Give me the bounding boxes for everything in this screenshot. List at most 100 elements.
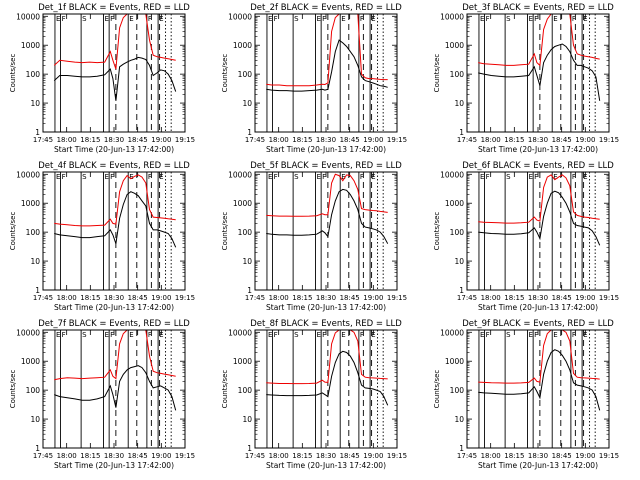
x-tick-label: 19:15 [175, 294, 195, 302]
event-marker-label: F [274, 173, 278, 181]
x-tick-label: 19:00 [151, 452, 171, 460]
event-marker-label: E [105, 331, 109, 339]
event-marker-label: S [506, 331, 511, 339]
event-marker-label: E [480, 173, 484, 181]
event-marker-label: E [159, 15, 163, 23]
events-series-line [478, 349, 601, 411]
y-tick-label: 1 [35, 128, 40, 137]
x-tick-label: 19:15 [599, 136, 619, 144]
y-tick-label: 100 [450, 70, 465, 79]
x-tick-label: 17:45 [245, 136, 265, 144]
x-tick-label: 17:45 [457, 452, 477, 460]
plot-frame [254, 13, 398, 133]
x-tick-label: 18:00 [269, 136, 289, 144]
y-tick-label: 10 [242, 99, 252, 108]
y-axis-label: Counts/sec [433, 370, 441, 409]
x-tick-label: 18:00 [269, 452, 289, 460]
y-tick-label: 1000 [233, 357, 252, 366]
event-marker-label: E [268, 15, 272, 23]
event-marker-label: F [572, 15, 576, 23]
event-marker-label: E [371, 15, 375, 23]
event-marker-label: F [360, 173, 364, 181]
plot-frame [42, 329, 186, 449]
y-tick-label: 1 [247, 444, 252, 453]
panel-title: Det_6f BLACK = Events, RED = LLD [462, 161, 614, 171]
detector-panel: Det_6f BLACK = Events, RED = LLD Counts/s… [433, 161, 619, 312]
y-tick-label: 1 [35, 444, 40, 453]
panel-title: Det_7f BLACK = Events, RED = LLD [38, 319, 190, 329]
event-marker-label: E [129, 173, 133, 181]
x-tick-label: 19:00 [575, 452, 595, 460]
x-tick-label: 18:00 [57, 136, 77, 144]
events-series-line [54, 365, 177, 411]
event-marker-label: F [62, 15, 66, 23]
x-tick-label: 18:00 [57, 452, 77, 460]
x-tick-label: 18:00 [269, 294, 289, 302]
event-marker-label: E [341, 15, 345, 23]
x-axis-label: Start Time (20-Jun-13 17:42:00) [266, 145, 386, 154]
y-tick-label: 10000 [16, 170, 40, 179]
x-tick-label: 18:30 [104, 136, 124, 144]
y-axis-label: Counts/sec [221, 370, 229, 409]
plot-frame [42, 171, 186, 291]
panel-title: Det_1f BLACK = Events, RED = LLD [38, 3, 190, 13]
event-marker-label: E [317, 331, 321, 339]
event-marker-label: F [360, 331, 364, 339]
event-marker-label: S [294, 173, 299, 181]
event-marker-label: F [110, 15, 114, 23]
y-tick-label: 1000 [445, 199, 464, 208]
x-axis-label: Start Time (20-Jun-13 17:42:00) [266, 303, 386, 312]
y-tick-label: 10000 [440, 170, 464, 179]
event-marker-label: E [317, 15, 321, 23]
y-tick-label: 10000 [228, 170, 252, 179]
panel-title: Det_3f BLACK = Events, RED = LLD [462, 3, 614, 13]
detector-panel: Det_4f BLACK = Events, RED = LLD Counts/s… [9, 161, 195, 312]
x-tick-label: 19:00 [363, 136, 383, 144]
event-marker-label: E [268, 331, 272, 339]
x-tick-label: 18:30 [528, 452, 548, 460]
y-tick-label: 1000 [233, 41, 252, 50]
event-marker-label: E [129, 15, 133, 23]
event-marker-label: S [506, 173, 511, 181]
event-marker-label: F [148, 15, 152, 23]
x-tick-label: 17:45 [33, 294, 53, 302]
y-tick-label: 1000 [21, 199, 40, 208]
event-marker-label: F [572, 331, 576, 339]
y-tick-label: 1 [459, 128, 464, 137]
plot-frame [466, 329, 610, 449]
x-tick-label: 19:15 [387, 294, 407, 302]
y-tick-label: 10000 [16, 328, 40, 337]
y-axis-label: Counts/sec [221, 212, 229, 251]
x-tick-label: 18:15 [504, 452, 524, 460]
detector-panel: Det_1f BLACK = Events, RED = LLD Counts/s… [9, 3, 195, 154]
y-tick-label: 10000 [440, 328, 464, 337]
x-tick-label: 17:45 [457, 136, 477, 144]
event-marker-label: F [486, 331, 490, 339]
detector-panel: Det_9f BLACK = Events, RED = LLD Counts/s… [433, 319, 619, 470]
x-tick-label: 18:45 [552, 294, 572, 302]
event-marker-label: E [129, 331, 133, 339]
event-marker-label: E [553, 15, 557, 23]
event-marker-label: E [159, 331, 163, 339]
event-marker-label: E [56, 331, 60, 339]
y-axis-label: Counts/sec [221, 54, 229, 93]
lld-series-line [478, 14, 600, 67]
plot-frame [466, 13, 610, 133]
event-marker-label: F [322, 331, 326, 339]
event-marker-label: F [534, 331, 538, 339]
y-tick-label: 10 [454, 257, 464, 266]
x-tick-label: 18:45 [552, 136, 572, 144]
y-tick-label: 100 [26, 70, 41, 79]
event-marker-label: E [268, 173, 272, 181]
x-tick-label: 18:45 [128, 136, 148, 144]
x-tick-label: 18:30 [528, 294, 548, 302]
lld-series-line [54, 330, 176, 381]
y-axis-label: Counts/sec [433, 54, 441, 93]
y-tick-label: 10 [454, 99, 464, 108]
x-tick-label: 18:30 [316, 136, 336, 144]
event-marker-label: F [110, 331, 114, 339]
x-tick-label: 19:15 [599, 294, 619, 302]
x-tick-label: 18:30 [316, 294, 336, 302]
y-axis-label: Counts/sec [9, 370, 17, 409]
x-tick-label: 18:15 [80, 136, 100, 144]
